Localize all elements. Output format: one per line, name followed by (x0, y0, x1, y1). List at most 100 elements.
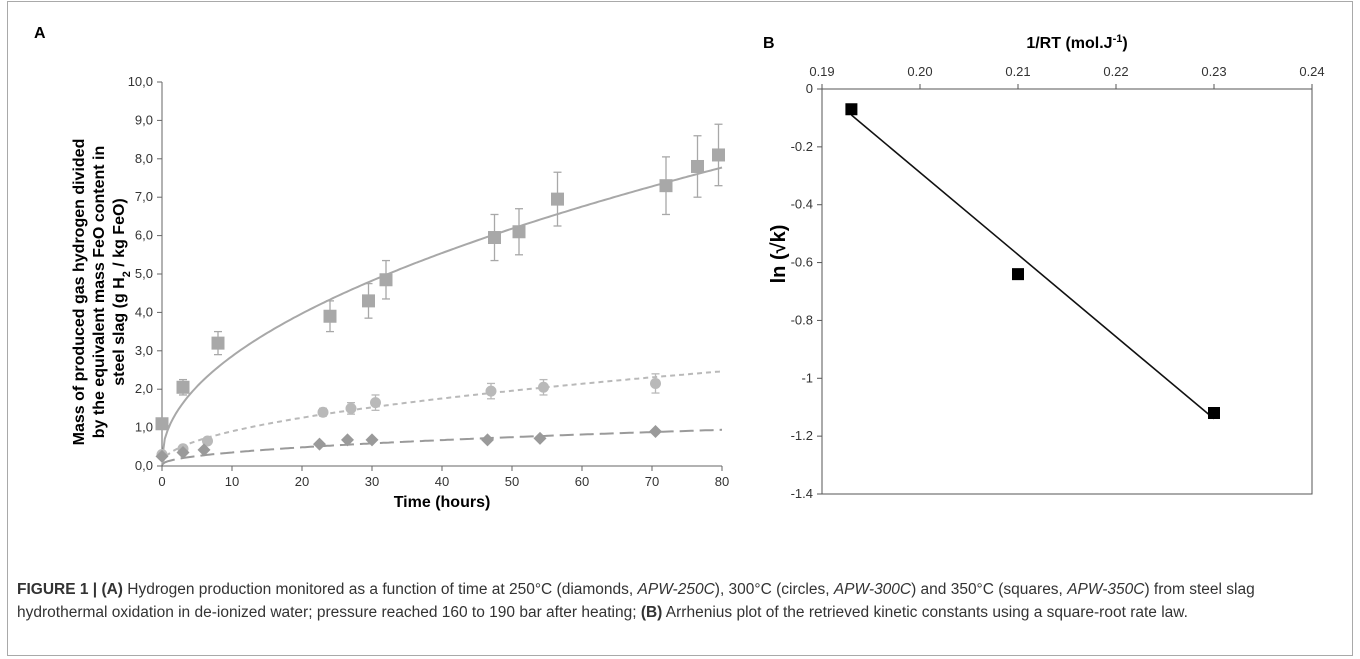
square-point (712, 148, 725, 162)
panel-a-y-axis-label: Mass of produced gas hydrogen divided by… (71, 139, 133, 446)
circle-point (370, 397, 381, 409)
square-point (155, 417, 169, 431)
y-tick-label: -1.4 (791, 486, 813, 501)
x-tick-label: 80 (715, 474, 729, 489)
y-tick-label: 2,0 (135, 381, 153, 396)
figure-panels: A Mass of produced gas hydrogen divided … (34, 25, 1325, 511)
square-point (1012, 268, 1024, 281)
y-tick-label: -1 (801, 370, 813, 385)
x-tick-label: 20 (295, 474, 309, 489)
caption-text-5: Arrhenius plot of the retrieved kinetic … (662, 604, 1188, 621)
caption-series-250: APW-250C (637, 581, 715, 598)
x-tick-label: 0.22 (1103, 64, 1128, 79)
x-label-end: ) (1122, 35, 1127, 52)
caption-text-2: ), 300°C (circles, (714, 581, 834, 598)
square-point (512, 225, 526, 239)
square-point (488, 231, 501, 245)
x-tick-label: 0 (158, 474, 165, 489)
x-tick-label: 70 (645, 474, 659, 489)
y-tick-label: 6,0 (135, 228, 153, 243)
x-tick-label: 30 (365, 474, 379, 489)
diamond-point (481, 433, 494, 447)
trendline (850, 114, 1215, 420)
diamond-fit-curve (161, 428, 723, 466)
x-tick-label: 0.24 (1299, 64, 1324, 79)
y-tick-label: -0.2 (791, 139, 813, 154)
circle-point (538, 381, 549, 393)
square-point (362, 294, 375, 308)
y-tick-label: -1.2 (791, 428, 813, 443)
diamond-point (365, 433, 379, 447)
y-tick-label: -0.6 (791, 255, 813, 270)
square-point (845, 103, 858, 116)
x-tick-label: 40 (435, 474, 449, 489)
panel-b: B 1/RT (mol.J-1) ln (√k) 0.19 0.20 0.21 0.2… (763, 33, 1325, 501)
y-label-line-3: steel slag (g H2 / kg FeO) (111, 198, 133, 386)
y-tick-label: 7,0 (135, 189, 153, 204)
caption-text-1: Hydrogen production monitored as a funct… (122, 581, 638, 598)
x-tick-label: 60 (575, 474, 589, 489)
panel-b-label: B (763, 35, 775, 52)
y-tick-label: 3,0 (135, 343, 153, 358)
circle-point (317, 406, 329, 418)
square-point (659, 179, 673, 193)
panel-b-plot-border (821, 88, 1313, 495)
y-tick-label: -0.4 (791, 197, 813, 212)
square-point (323, 309, 337, 323)
square-point (211, 336, 225, 350)
caption-series-300: APW-300C (833, 581, 912, 598)
circle-point (650, 377, 661, 389)
y-label-line-1: Mass of produced gas hydrogen divided (71, 139, 88, 446)
panel-a-x-axis-label: Time (hours) (394, 494, 491, 511)
figure-frame (7, 1, 1353, 656)
circle-point (202, 435, 213, 447)
diamond-point (649, 424, 662, 438)
circle-point (485, 385, 497, 397)
square-point (691, 159, 704, 173)
square-point (1208, 407, 1220, 419)
y-label-line-2: by the equivalent mass FeO content in (91, 146, 108, 439)
caption-a-ref: (A) (101, 581, 123, 598)
diamond-point (176, 446, 190, 460)
y-tick-label: 0,0 (135, 458, 153, 473)
x-tick-label: 0.23 (1201, 64, 1226, 79)
y-label-line-3-end: / kg FeO) (111, 198, 128, 271)
square-point (551, 192, 564, 206)
diamond-point (533, 431, 547, 445)
panel-b-y-axis-label: ln (√k) (768, 225, 790, 284)
y-tick-label: -0.8 (791, 312, 813, 327)
diamond-point (313, 437, 326, 451)
x-tick-label: 0.20 (907, 64, 932, 79)
square-point (176, 380, 190, 394)
circle-fit-curve (161, 370, 723, 465)
caption-b-ref: (B) (640, 604, 663, 621)
square-point (379, 273, 393, 287)
panel-a: A Mass of produced gas hydrogen divided … (34, 25, 729, 511)
x-label-text: 1/RT (mol.J (1026, 35, 1112, 52)
square-fit-curve (161, 166, 723, 460)
x-tick-label: 0.21 (1005, 64, 1030, 79)
panel-b-x-axis-label: 1/RT (mol.J-1) (1026, 33, 1127, 52)
y-tick-label: 1,0 (135, 420, 153, 435)
circle-point (345, 402, 357, 414)
caption-series-350: APW-350C (1067, 581, 1145, 598)
y-tick-label: 4,0 (135, 304, 153, 319)
x-tick-label: 50 (505, 474, 519, 489)
x-tick-label: 10 (225, 474, 239, 489)
y-tick-label: 9,0 (135, 112, 153, 127)
diamond-point (341, 433, 354, 447)
y-tick-label: 10,0 (128, 74, 153, 89)
diamond-point (155, 449, 169, 463)
figure-caption: FIGURE 1 | (A) Hydrogen production monit… (17, 578, 1342, 624)
caption-text-3: ) and 350°C (squares, (911, 581, 1068, 598)
y-label-line-3-text: steel slag (g H (111, 277, 128, 385)
caption-text-4: ) from steel slag hydrothermal oxidation… (17, 581, 1255, 621)
diamond-point (197, 443, 211, 457)
caption-lead: FIGURE 1 | (17, 581, 98, 598)
x-tick-label: 0.19 (809, 64, 834, 79)
y-tick-label: 8,0 (135, 151, 153, 166)
y-tick-label: 0 (806, 81, 813, 96)
x-label-superscript: -1 (1113, 33, 1123, 45)
panel-a-label: A (34, 25, 46, 42)
y-tick-label: 5,0 (135, 266, 153, 281)
